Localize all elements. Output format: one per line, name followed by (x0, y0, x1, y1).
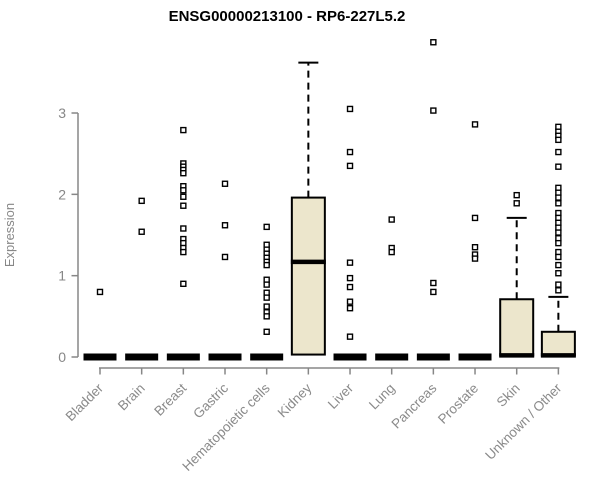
y-axis-tick-label: 1 (58, 268, 66, 284)
outlier-point (138, 197, 145, 205)
outlier-point (221, 180, 229, 187)
outlier-point (471, 214, 479, 222)
outlier-point (96, 288, 104, 296)
outlier-point (555, 200, 562, 207)
outlier-point (263, 328, 270, 335)
outlier-point (346, 283, 354, 291)
boxplot-liver (333, 105, 367, 361)
outlier-point (388, 248, 395, 256)
outlier-point (471, 121, 479, 128)
outlier-point (346, 105, 354, 113)
outlier-point (346, 148, 354, 156)
outlier-point (388, 216, 395, 223)
outlier-point (180, 169, 187, 177)
outlier-point (263, 281, 270, 288)
outlier-point (555, 229, 562, 236)
collapsed-box (166, 353, 200, 361)
y-axis-tick-label: 3 (58, 105, 66, 121)
box (499, 298, 535, 357)
x-axis-category-label: Kidney (275, 380, 315, 420)
outlier-point (221, 222, 229, 229)
outlier-point (346, 305, 354, 312)
outlier-point (555, 261, 562, 269)
x-axis-category-label: Brain (115, 381, 148, 414)
y-axis-tick-label: 0 (58, 349, 66, 365)
outlier-point (555, 163, 562, 170)
collapsed-box (458, 353, 492, 361)
y-axis-tick-label: 2 (58, 186, 66, 202)
outlier-point (263, 303, 270, 310)
boxplot-brain (125, 197, 159, 361)
outlier-point (221, 253, 229, 261)
outlier-point (430, 279, 437, 287)
outlier-point (471, 244, 479, 251)
outlier-point (555, 148, 562, 156)
x-axis-category-label: Unknown / Other (482, 380, 565, 463)
boxplot-skin (499, 191, 535, 358)
x-axis-category-label: Liver (325, 380, 357, 412)
boxplot-prostate (458, 121, 492, 361)
outlier-point (263, 313, 270, 320)
collapsed-box (333, 353, 367, 361)
chart-title: ENSG00000213100 - RP6-227L5.2 (169, 8, 406, 25)
y-axis-title: Expression (2, 203, 17, 267)
box (540, 330, 576, 357)
outlier-point (555, 253, 562, 261)
outlier-point (180, 248, 187, 256)
outlier-point (346, 259, 354, 266)
x-axis-category-label: Skin (494, 381, 523, 410)
outlier-point (263, 261, 270, 269)
outlier-point (263, 294, 270, 301)
outlier-point (555, 194, 562, 201)
outlier-point (555, 270, 562, 277)
collapsed-box (125, 353, 159, 361)
x-axis-category-label: Breast (151, 380, 189, 418)
outlier-point (180, 126, 187, 134)
outlier-point (263, 223, 270, 231)
outlier-point (346, 298, 354, 305)
outlier-point (430, 39, 437, 46)
boxplot-unknown-other (540, 123, 576, 358)
boxplot-kidney (290, 61, 326, 356)
outlier-point (555, 287, 562, 294)
boxplot-lung (375, 216, 409, 361)
outlier-point (138, 228, 145, 235)
x-axis-category-label: Lung (366, 381, 398, 413)
collapsed-box (375, 353, 409, 361)
outlier-point (180, 187, 187, 194)
outlier-point (471, 255, 479, 262)
outlier-point (430, 288, 437, 296)
outlier-point (346, 274, 354, 282)
collapsed-box (83, 353, 117, 361)
outlier-point (513, 200, 520, 207)
x-axis-category-label: Prostate (435, 381, 481, 427)
outlier-point (430, 107, 437, 114)
outlier-point (555, 281, 562, 288)
boxplot-breast (166, 126, 200, 361)
boxplot-pancreas (416, 39, 450, 361)
x-axis-category-label: Gastric (190, 380, 231, 421)
outlier-point (346, 162, 354, 170)
collapsed-box (416, 353, 450, 361)
x-axis-category-label: Bladder (63, 380, 107, 424)
boxplot-gastric (208, 180, 242, 361)
boxplot-hematopoietic-cells (250, 223, 284, 361)
boxplot-bladder (83, 288, 117, 361)
outlier-point (346, 333, 354, 340)
collapsed-box (250, 353, 284, 361)
outlier-point (555, 239, 562, 247)
outlier-point (180, 193, 187, 200)
outlier-point (180, 202, 187, 209)
y-axis: 0 1 2 3 Expression (2, 105, 79, 365)
box (290, 196, 326, 356)
outlier-point (513, 191, 520, 199)
collapsed-box (208, 353, 242, 361)
x-axis-category-label: Pancreas (389, 380, 440, 431)
outlier-point (555, 136, 562, 144)
outlier-point (180, 280, 187, 288)
outlier-point (180, 225, 187, 232)
